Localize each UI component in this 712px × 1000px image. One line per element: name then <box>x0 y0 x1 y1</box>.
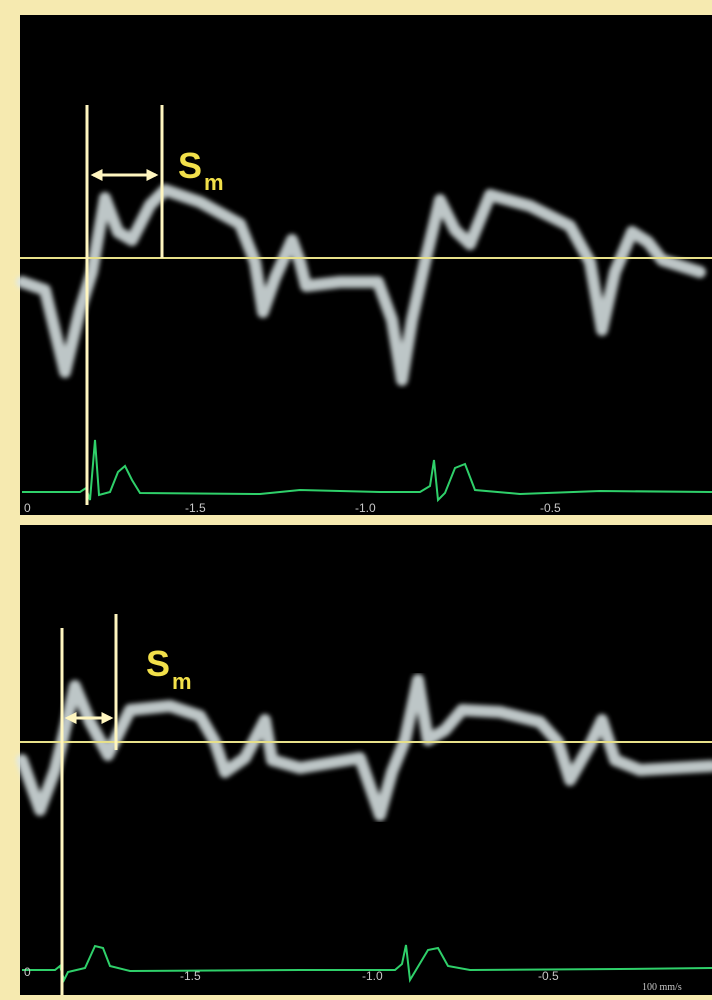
time-label: 0 <box>24 501 31 515</box>
sm-subscript: m <box>172 669 192 694</box>
panel-background <box>20 15 712 515</box>
time-label: -1.0 <box>362 969 383 983</box>
time-label: -0.5 <box>538 969 559 983</box>
time-label: -1.5 <box>180 969 201 983</box>
time-label: -0.5 <box>540 501 561 515</box>
sm-label: S <box>146 643 170 684</box>
doppler-figure: S m 0 -1.5 -1.0 -0.5 S m 0 -1.5 -1.0 -0.… <box>0 0 712 1000</box>
sm-subscript: m <box>204 170 224 195</box>
top-panel: S m 0 -1.5 -1.0 -0.5 <box>20 15 712 515</box>
time-label: -1.0 <box>355 501 376 515</box>
sweep-speed: 100 mm/s <box>642 982 682 993</box>
time-label: -1.5 <box>185 501 206 515</box>
figure: S m 0 -1.5 -1.0 -0.5 S m 0 -1.5 -1.0 -0.… <box>0 0 712 1000</box>
time-label: 0 <box>24 965 31 979</box>
bottom-panel: S m 0 -1.5 -1.0 -0.5 100 mm/s <box>20 525 712 995</box>
sm-label: S <box>178 145 202 186</box>
